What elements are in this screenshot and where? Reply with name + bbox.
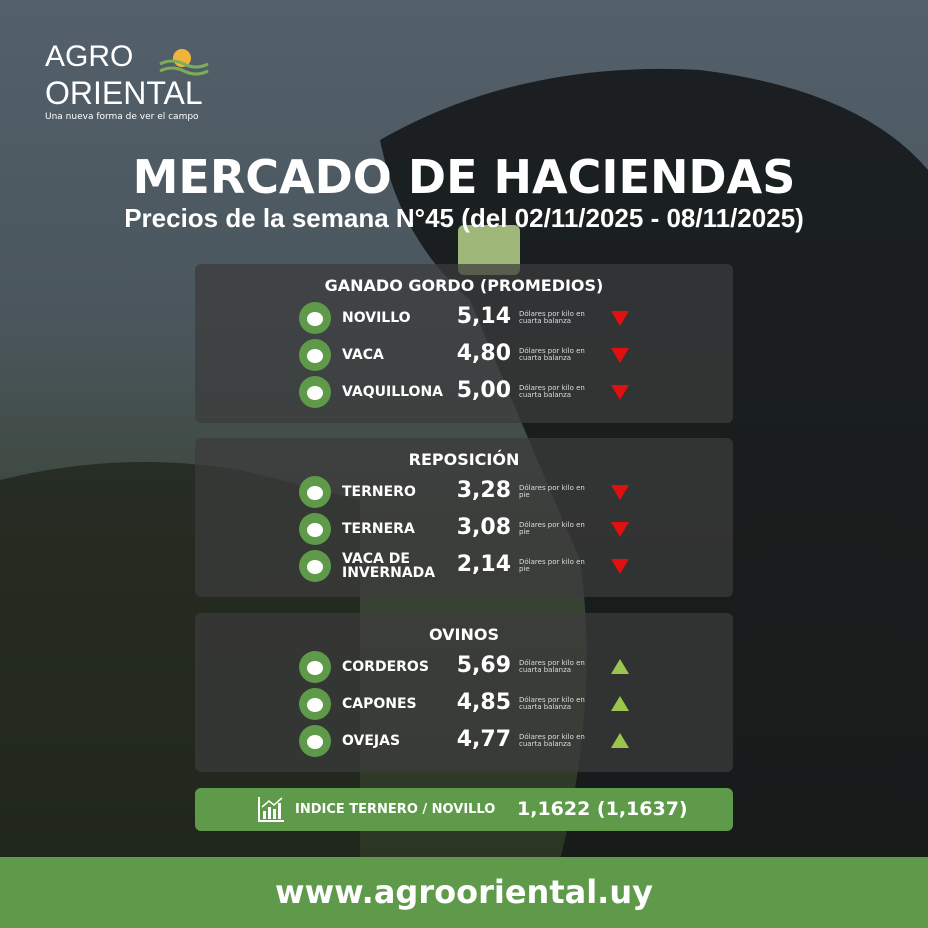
- arrow-up: [611, 696, 629, 711]
- row-icon: [299, 302, 331, 334]
- arrow-up: [611, 659, 629, 674]
- ear-tag: [458, 225, 520, 275]
- row-unit: Dólares por kilo en pie: [519, 521, 585, 536]
- trend-arrow: [611, 311, 629, 326]
- row-unit: Dólares por kilo en cuarta balanza: [519, 347, 585, 362]
- row-unit: Dólares por kilo en pie: [519, 558, 585, 573]
- row-label: VACA: [342, 347, 384, 363]
- row-unit: Dólares por kilo en cuarta balanza: [519, 310, 585, 325]
- icon-animal: [307, 386, 323, 400]
- index-value: 1,1622 (1,1637): [517, 798, 688, 820]
- row-label: TERNERO: [342, 484, 416, 500]
- row-label: VAQUILLONA: [342, 384, 443, 400]
- row-label: VACA DE INVERNADA: [342, 551, 436, 581]
- section-title: GANADO GORDO (PROMEDIOS): [324, 276, 604, 295]
- row-label: CAPONES: [342, 696, 417, 712]
- logo-tagline: Una nueva forma de ver el campo: [45, 112, 199, 122]
- index-icon: [258, 797, 284, 822]
- row-icon: [299, 688, 331, 720]
- row-unit: Dólares por kilo en cuarta balanza: [519, 733, 585, 748]
- section-title: OVINOS: [428, 625, 500, 644]
- row-price: 2,14: [456, 552, 511, 577]
- footer-url[interactable]: www.agrooriental.uy: [275, 873, 653, 911]
- section-title: REPOSICIÓN: [408, 450, 520, 469]
- row-price: 3,28: [456, 478, 511, 503]
- row-icon: [299, 513, 331, 545]
- row-price: 5,00: [456, 378, 511, 403]
- icon-animal: [307, 735, 323, 749]
- icon-animal: [307, 486, 323, 500]
- row-icon: [299, 476, 331, 508]
- row-price: 5,14: [456, 304, 511, 329]
- logo-sun: [159, 49, 209, 76]
- row-price: 4,77: [456, 727, 511, 752]
- trend-arrow: [611, 385, 629, 400]
- row-price: 4,80: [456, 341, 511, 366]
- icon-animal: [307, 560, 323, 574]
- section-panel: OVINOS CORDEROS 5,69 Dólares por kilo en cu…: [195, 613, 733, 772]
- row-label: OVEJAS: [342, 733, 401, 749]
- trend-arrow: [611, 485, 629, 500]
- arrow-up: [611, 733, 629, 748]
- row-unit: Dólares por kilo en cuarta balanza: [519, 659, 585, 674]
- arrow-down: [611, 311, 629, 326]
- icon-animal: [307, 698, 323, 712]
- title: MERCADO DE HACIENDAS: [132, 150, 796, 204]
- trend-arrow: [611, 348, 629, 363]
- row-price: 4,85: [456, 690, 511, 715]
- row-icon: [299, 376, 331, 408]
- footer: www.agrooriental.uy: [0, 857, 928, 928]
- row-price: 3,08: [456, 515, 511, 540]
- row-icon: [299, 725, 331, 757]
- row-label: NOVILLO: [342, 310, 411, 326]
- row-price: 5,69: [456, 653, 511, 678]
- trend-arrow: [611, 696, 629, 711]
- arrow-down: [611, 522, 629, 537]
- arrow-down: [611, 559, 629, 574]
- section-panel: GANADO GORDO (PROMEDIOS) NOVILLO 5,14 Dólar…: [195, 264, 733, 423]
- icon-animal: [307, 523, 323, 537]
- arrow-down: [611, 348, 629, 363]
- index-label: INDICE TERNERO / NOVILLO: [295, 802, 496, 817]
- section-panel: REPOSICIÓN TERNERO 3,28 Dólares por kilo en…: [195, 438, 733, 597]
- row-unit: Dólares por kilo en cuarta balanza: [519, 384, 585, 399]
- row-unit: Dólares por kilo en cuarta balanza: [519, 696, 585, 711]
- row-label: TERNERA: [342, 521, 415, 537]
- subtitle: Precios de la semana N°45 (del 02/11/202…: [124, 203, 804, 233]
- icon-animal: [307, 349, 323, 363]
- trend-arrow: [611, 559, 629, 574]
- arrow-down: [611, 485, 629, 500]
- row-label: CORDEROS: [342, 659, 429, 675]
- row-icon: [299, 651, 331, 683]
- row-unit: Dólares por kilo en pie: [519, 484, 585, 499]
- icon-animal: [307, 312, 323, 326]
- row-icon: [299, 550, 331, 582]
- arrow-down: [611, 385, 629, 400]
- index-bar: INDICE TERNERO / NOVILLO 1,1622 (1,1637): [195, 788, 733, 831]
- logo-line1: AGRO: [45, 40, 134, 73]
- icon-animal: [307, 661, 323, 675]
- row-icon: [299, 339, 331, 371]
- logo-line2: ORIENTAL: [45, 75, 203, 111]
- trend-arrow: [611, 522, 629, 537]
- trend-arrow: [611, 733, 629, 748]
- trend-arrow: [611, 659, 629, 674]
